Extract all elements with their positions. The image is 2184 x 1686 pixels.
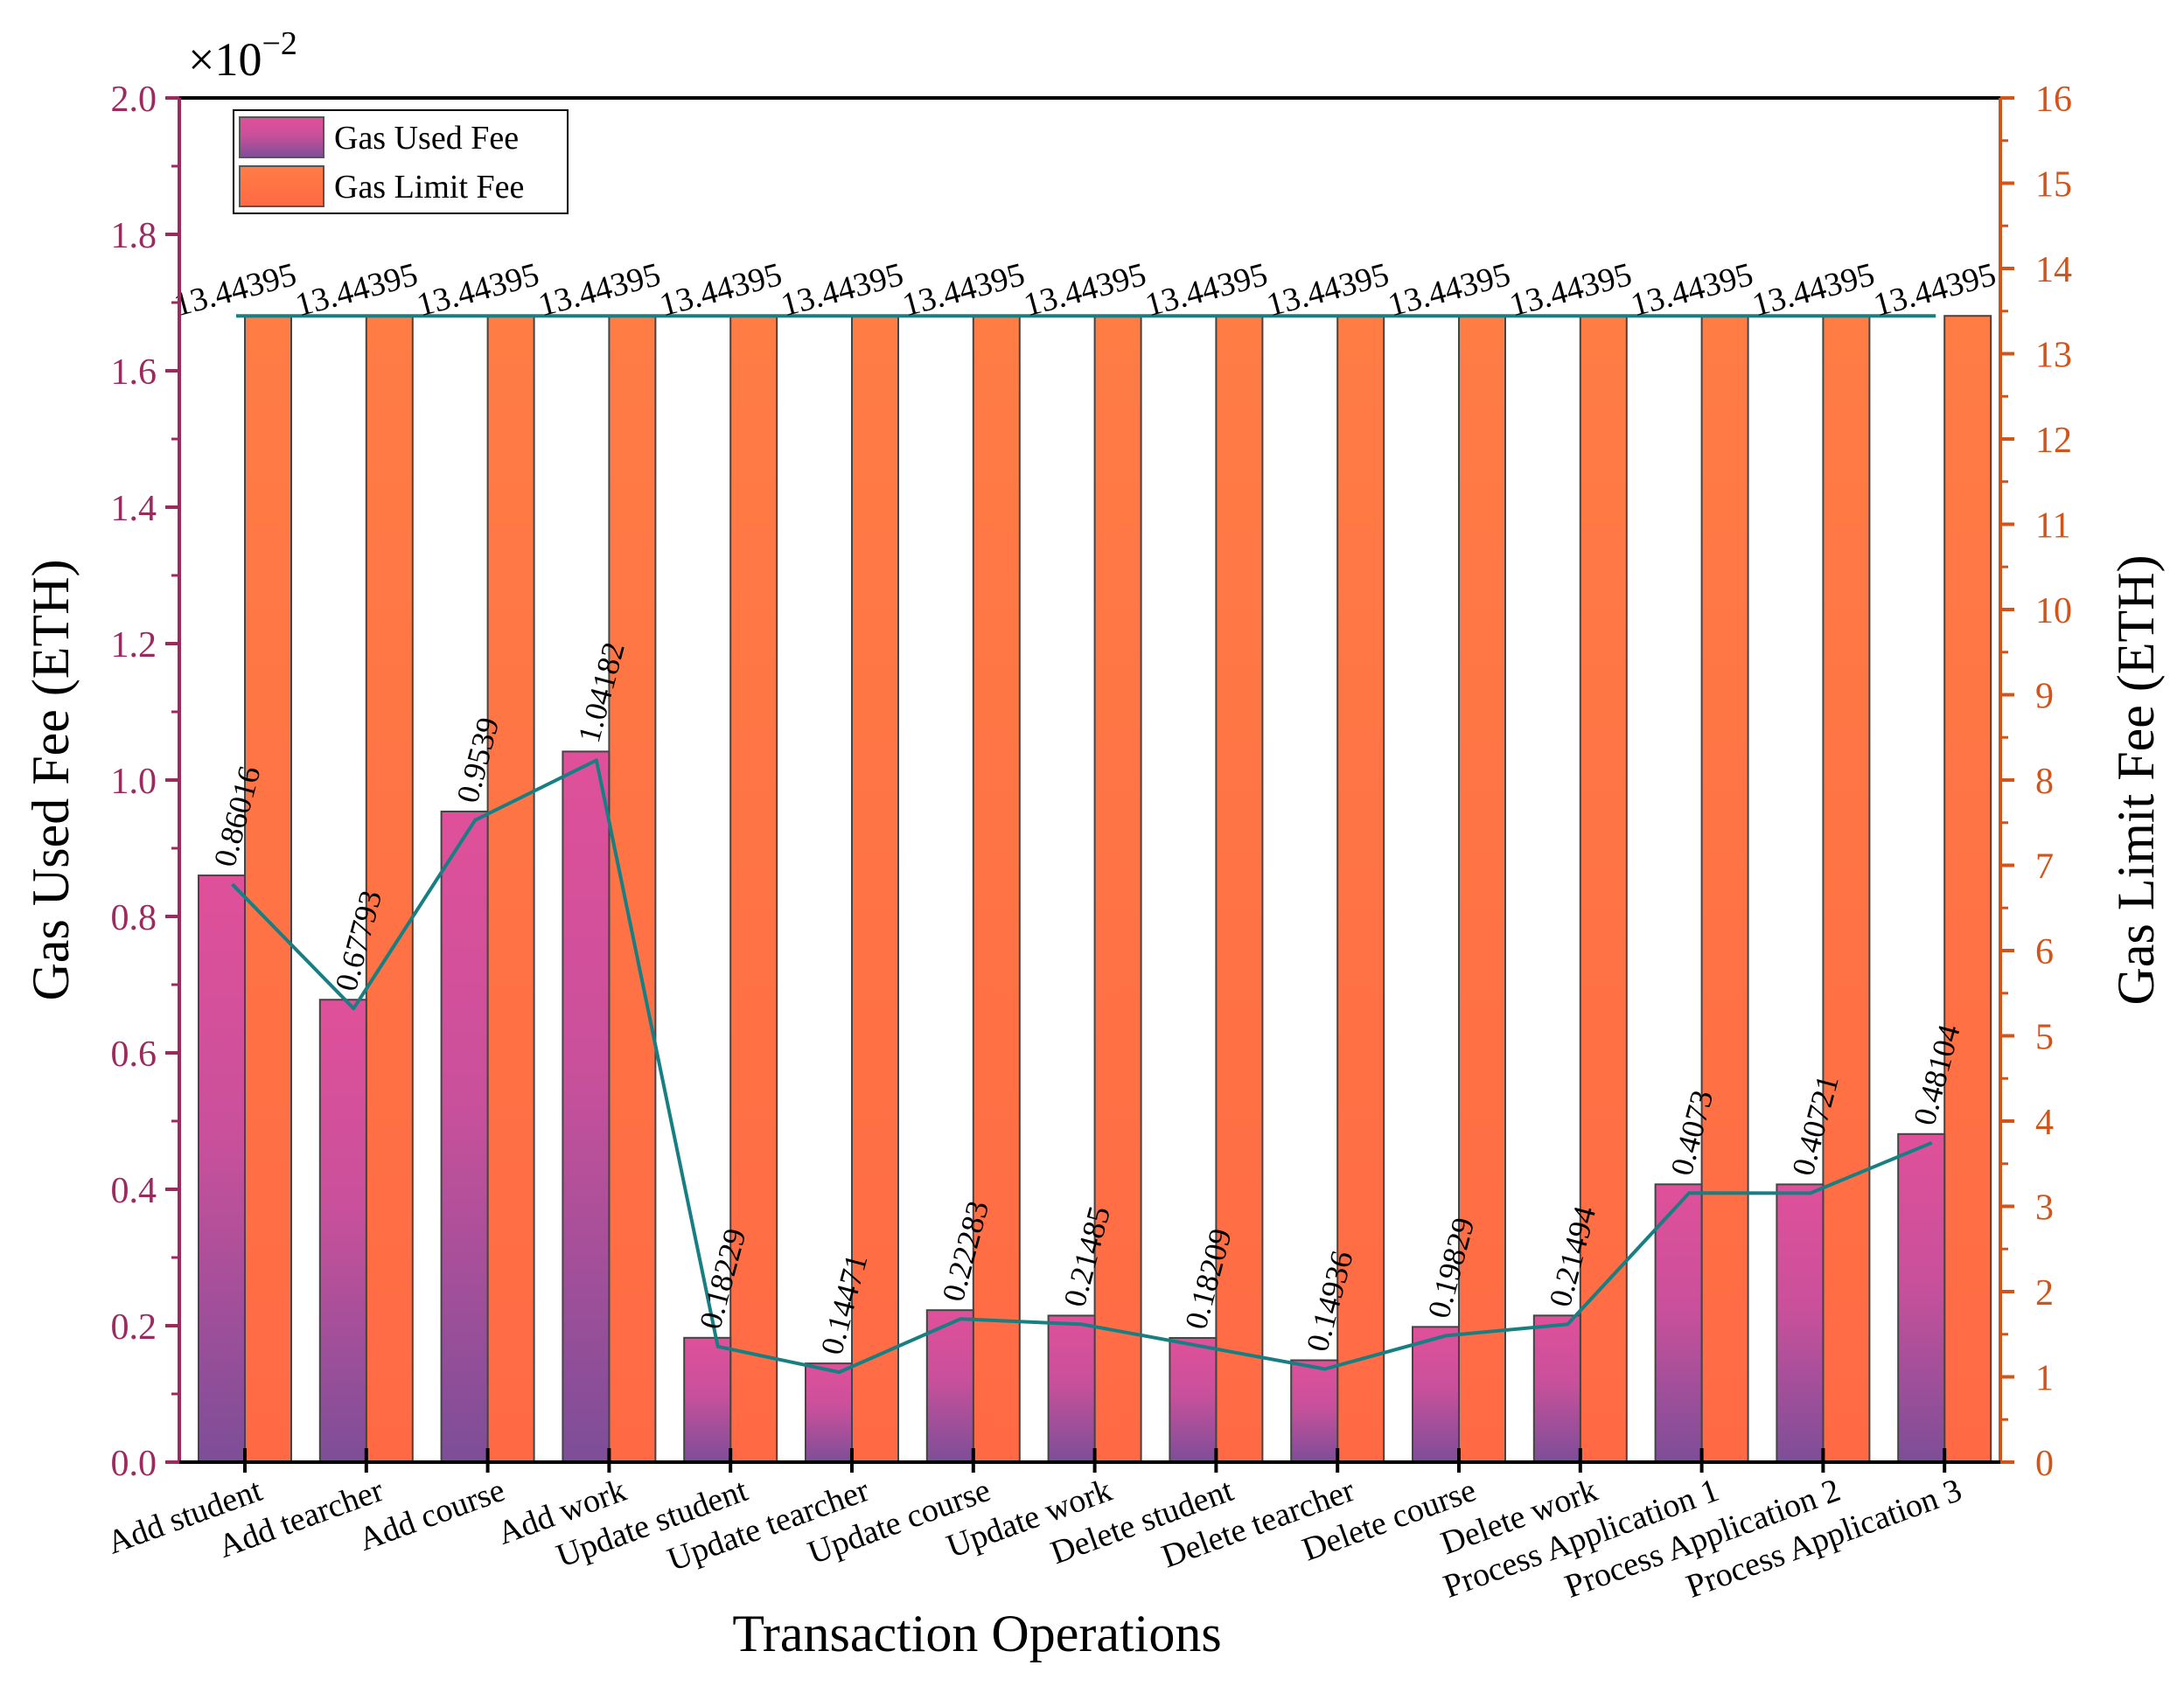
right-y-tick-label-15: 15 [2035,165,2072,206]
right-y-tick-label-9: 9 [2035,677,2054,717]
limit-bar-3 [608,315,657,1464]
right-y-tick-label-5: 5 [2035,1018,2054,1058]
limit-value-label-12: 13.44395 [1627,256,1757,324]
legend-swatch-limit [239,165,324,207]
left-y-tick-label-7: 1.4 [111,489,157,529]
left-y-tick-label-10: 2.0 [111,80,157,120]
limit-bar-2 [486,315,535,1464]
limit-bar-7 [1093,315,1142,1464]
limit-value-label-1: 13.44395 [291,256,422,324]
left-y-tick-label-5: 1.0 [111,762,157,802]
limit-value-label-14: 13.44395 [1870,256,2000,324]
left-y-tick-label-2: 0.4 [111,1171,157,1211]
left-y-ticks: 0.0 0.2 0.4 0.6 0.8 1.0 1.2 1.4 1.6 1.8 2.0 [111,80,179,1484]
used-bar-9 [1290,1359,1339,1463]
used-bar-8 [1169,1336,1218,1464]
limit-value-label-4: 13.44395 [656,256,786,324]
used-bar-1 [318,999,367,1463]
used-bar-0 [198,874,246,1463]
limit-bar-11 [1579,315,1628,1464]
limit-bar-14 [1943,315,1992,1464]
legend: Gas Used Fee Gas Limit Fee [233,109,569,214]
multiplier-exponent: −2 [262,25,297,62]
legend-label-limit: Gas Limit Fee [334,169,524,206]
x-axis-title: Transaction Operations [732,1605,1221,1662]
right-y-tick-label-0: 0 [2035,1444,2054,1484]
right-y-tick-label-11: 11 [2035,506,2070,547]
right-y-tick-label-8: 8 [2035,762,2054,802]
right-y-tick-label-3: 3 [2035,1188,2054,1229]
right-y-tick-label-13: 13 [2035,336,2072,376]
limit-value-label-7: 13.44395 [1020,256,1150,324]
left-y-tick-label-9: 1.8 [111,216,157,256]
trend-lines [231,314,1936,1375]
limit-value-label-5: 13.44395 [778,256,908,324]
right-axis-title: Gas Limit Fee (ETH) [2107,555,2165,1006]
legend-label-used: Gas Used Fee [334,120,519,157]
right-y-tick-label-2: 2 [2035,1273,2054,1313]
right-y-tick-label-14: 14 [2035,250,2072,290]
limit-bar-12 [1700,315,1749,1464]
left-y-tick-label-0: 0.0 [111,1444,157,1484]
right-y-tick-label-7: 7 [2035,847,2054,888]
right-y-tick-label-16: 16 [2035,80,2072,120]
used-bar-14 [1897,1132,1946,1464]
multiplier-base: ×10 [188,33,262,86]
limit-value-label-3: 13.44395 [534,256,665,324]
used-bar-2 [440,810,489,1463]
used-bar-7 [1047,1314,1096,1463]
right-y-tick-label-12: 12 [2035,421,2072,461]
right-y-tick-label-4: 4 [2035,1103,2054,1143]
right-y-tick-label-10: 10 [2035,591,2072,631]
limit-bar-10 [1458,315,1506,1464]
limit-bars [244,315,1992,1464]
left-y-tick-label-4: 0.8 [111,898,157,938]
used-bar-12 [1654,1183,1703,1464]
used-bar-5 [805,1362,853,1464]
limit-value-label-6: 13.44395 [898,256,1029,324]
used-bar-13 [1776,1183,1825,1464]
limit-value-label-9: 13.44395 [1263,256,1393,324]
left-axis-title: Gas Used Fee (ETH) [22,560,80,1001]
left-axis-multiplier: ×10−2 [188,25,297,86]
left-y-tick-label-3: 0.6 [111,1035,157,1075]
used-bar-4 [683,1336,732,1464]
limit-value-label-11: 13.44395 [1505,256,1636,324]
limit-value-label-13: 13.44395 [1748,256,1879,324]
left-y-tick-label-1: 0.2 [111,1307,157,1348]
left-y-tick-label-6: 1.2 [111,625,157,665]
limit-bar-0 [244,315,292,1464]
used-bar-11 [1532,1314,1581,1463]
used-bar-10 [1412,1326,1460,1463]
limit-value-label-0: 13.44395 [171,256,301,324]
limit-value-label-10: 13.44395 [1385,256,1515,324]
limit-value-label-2: 13.44395 [413,256,543,324]
left-y-tick-label-8: 1.6 [111,352,157,393]
right-y-tick-label-6: 6 [2035,932,2054,972]
limit-bar-13 [1822,315,1871,1464]
limit-bar-6 [972,315,1021,1464]
limit-bar-1 [365,315,414,1464]
limit-value-label-8: 13.44395 [1141,256,1272,324]
limit-bar-9 [1336,315,1385,1464]
right-y-tick-label-1: 1 [2035,1359,2054,1399]
limit-bar-5 [851,315,899,1464]
used-bar-6 [925,1309,974,1464]
legend-swatch-used [239,116,324,158]
used-trend-line [231,758,1933,1375]
used-bar-3 [562,750,611,1463]
